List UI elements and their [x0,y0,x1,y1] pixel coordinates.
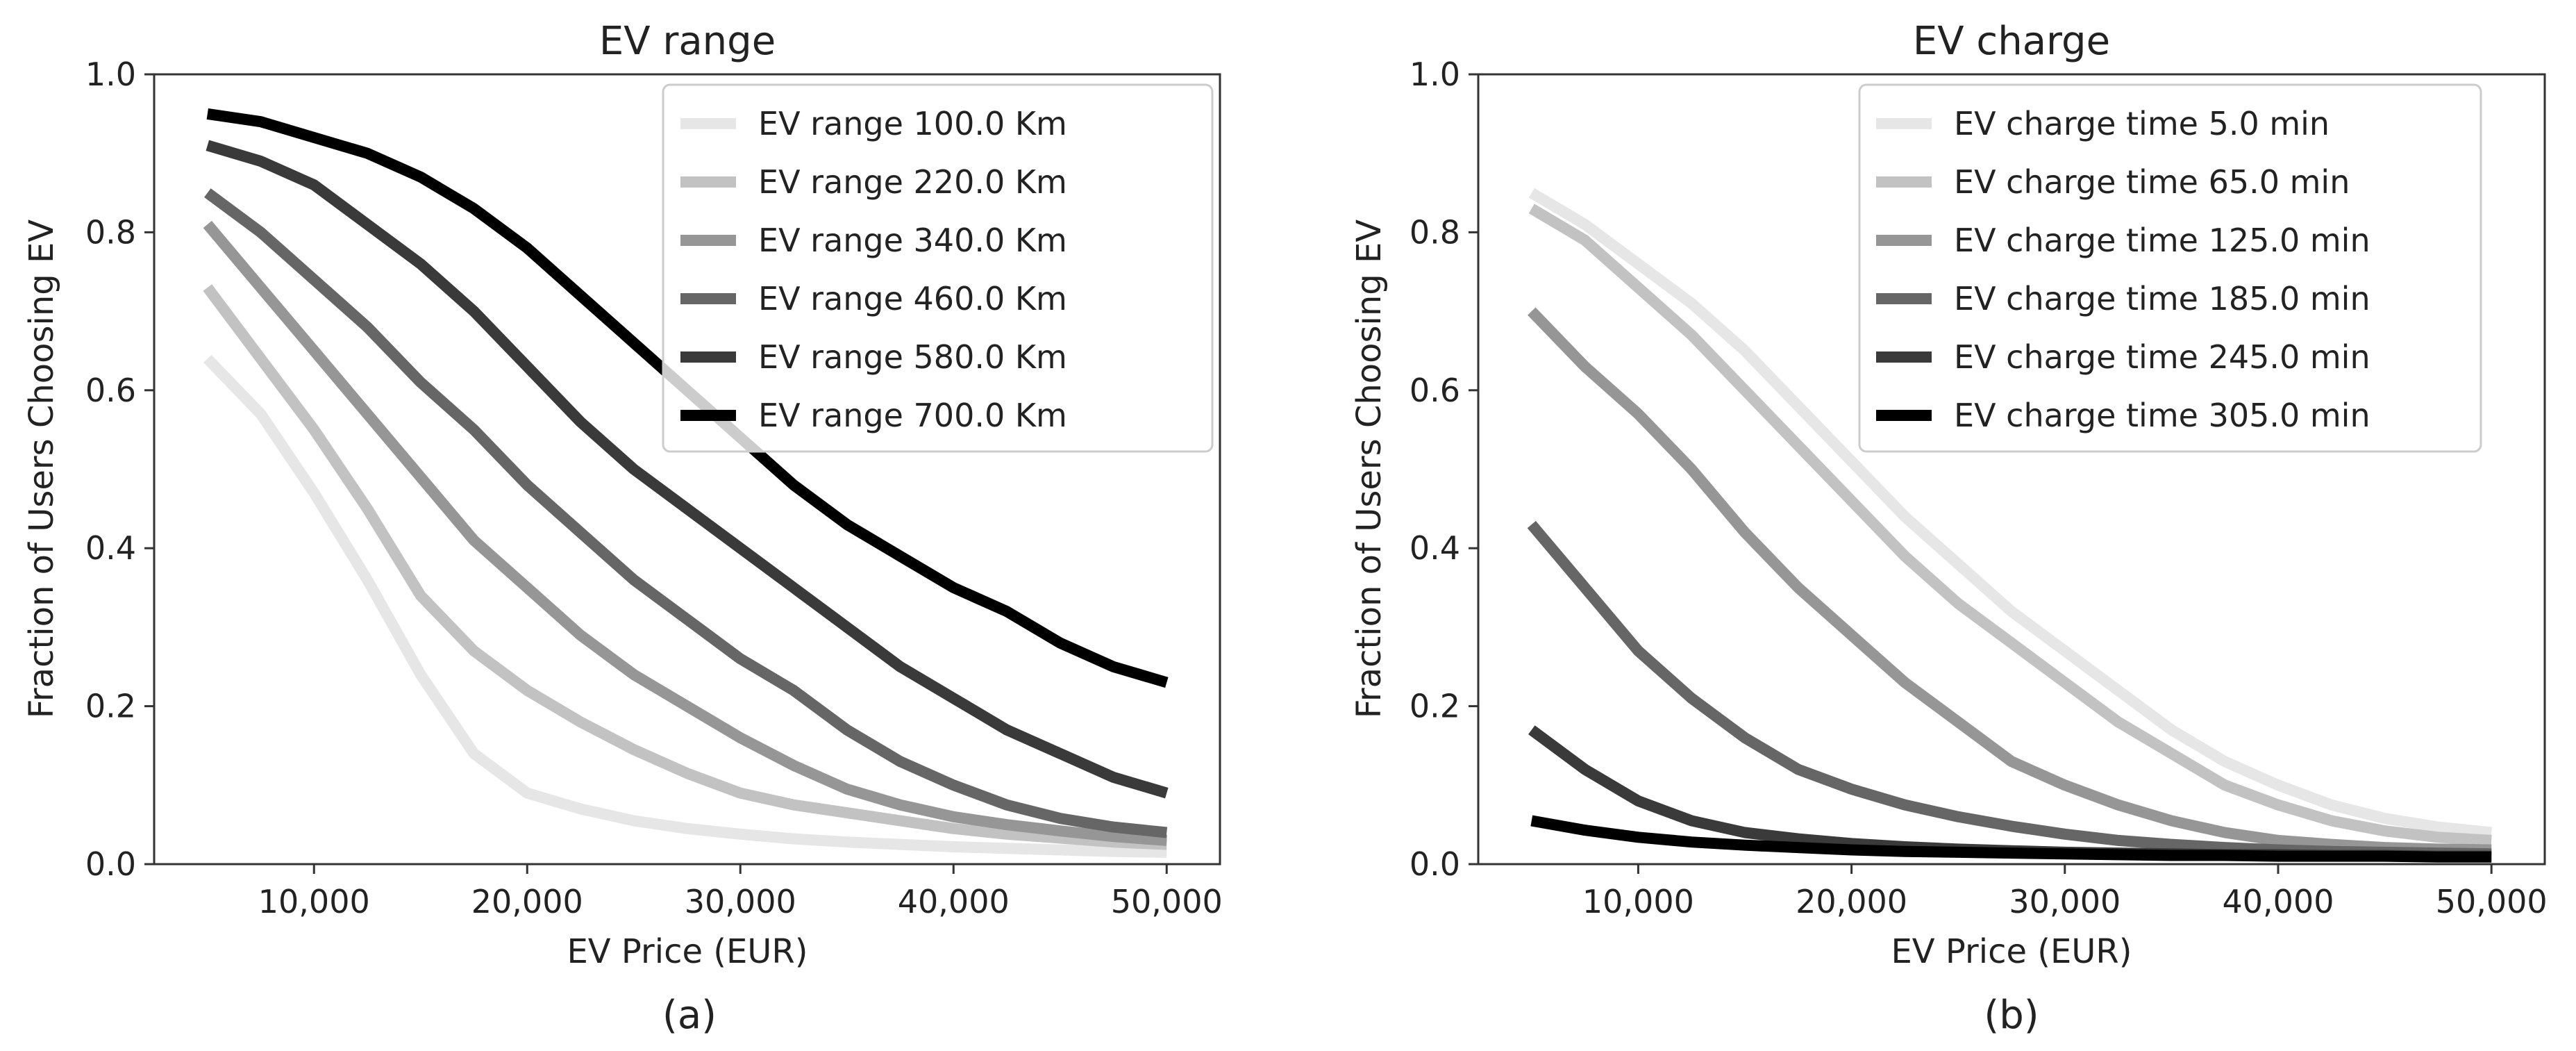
y-tick-label: 1.0 [85,56,136,93]
y-tick-label: 0.4 [1410,529,1460,567]
x-axis-label: EV Price (EUR) [1891,932,2132,971]
panel-ev-charge: EV charge 10,000 20,000 30,000 40,000 50,000… [1350,19,2548,1038]
y-tick-label: 0.8 [85,213,136,251]
series-line-5 [1530,815,2492,863]
panel-caption: (a) [662,993,717,1038]
x-tick-label: 40,000 [2223,883,2334,920]
chart-title: EV range [599,19,776,64]
legend-label-3: EV charge time 185.0 min [1954,280,2370,317]
x-tick-label: 50,000 [1111,883,1223,920]
x-tick-label: 20,000 [471,883,583,920]
y-axis: 0.0 0.2 0.4 0.6 0.8 1.0 [85,56,154,883]
legend-frame [1858,83,2482,453]
y-tick-label: 1.0 [1410,56,1460,93]
legend: EV charge time 5.0 min EV charge time 65.… [1858,83,2482,453]
panel-ev-range: EV range 10,000 20,000 30,000 40,000 50,000 … [22,19,1223,1038]
x-tick-label: 10,000 [258,883,370,920]
y-tick-label: 0.4 [85,529,136,567]
x-tick-label: 20,000 [1796,883,1907,920]
legend-label-4: EV charge time 245.0 min [1954,338,2370,376]
legend-frame [662,83,1214,453]
x-tick-label: 30,000 [685,883,796,920]
series-line-1 [203,284,1167,850]
y-tick-label: 0.0 [85,845,136,883]
series-line-0 [203,354,1167,858]
y-tick-label: 0.6 [1410,372,1460,409]
series-lines [203,108,1169,858]
x-tick-label: 50,000 [2436,883,2548,920]
y-tick-label: 0.8 [1410,213,1460,251]
y-tick-label: 0.6 [85,372,136,409]
y-axis-label: Fraction of Users Choosing EV [22,220,61,719]
legend-label-0: EV range 100.0 Km [758,105,1067,142]
y-axis-label: Fraction of Users Choosing EV [1350,220,1389,719]
legend-label-1: EV range 220.0 Km [758,163,1067,201]
series-line-3 [204,188,1168,838]
legend-label-2: EV charge time 125.0 min [1954,222,2370,259]
legend-label-1: EV charge time 65.0 min [1954,163,2350,201]
y-tick-label: 0.2 [85,688,136,725]
plot-frame [1477,73,2546,866]
y-axis: 0.0 0.2 0.4 0.6 0.8 1.0 [1410,56,1478,883]
series-line-4 [206,140,1169,799]
legend-label-4: EV range 580.0 Km [758,338,1067,376]
legend-label-3: EV range 460.0 Km [758,280,1067,317]
series-line-2 [1528,307,2492,856]
series-line-1 [1528,204,2492,846]
x-axis: 10,000 20,000 30,000 40,000 50,000 [1582,864,2548,920]
y-tick-label: 0.2 [1410,688,1460,725]
chart-title: EV charge [1913,19,2110,64]
x-tick-label: 10,000 [1582,883,1694,920]
y-tick-label: 0.0 [1410,845,1460,883]
x-axis-label: EV Price (EUR) [567,932,808,971]
legend-label-5: EV charge time 305.0 min [1954,397,2370,434]
legend: EV range 100.0 Km EV range 220.0 Km EV ran… [662,83,1214,453]
series-line-2 [203,220,1167,846]
series-lines [1527,188,2493,863]
plot-frame [153,73,1221,866]
legend-label-0: EV charge time 5.0 min [1954,105,2330,142]
legend-label-5: EV range 700.0 Km [758,397,1067,434]
panel-caption: (b) [1984,993,2039,1038]
x-tick-label: 40,000 [898,883,1010,920]
x-tick-label: 30,000 [2009,883,2121,920]
x-axis: 10,000 20,000 30,000 40,000 50,000 [258,864,1223,920]
series-line-0 [1528,188,2493,838]
legend-label-2: EV range 340.0 Km [758,222,1067,259]
